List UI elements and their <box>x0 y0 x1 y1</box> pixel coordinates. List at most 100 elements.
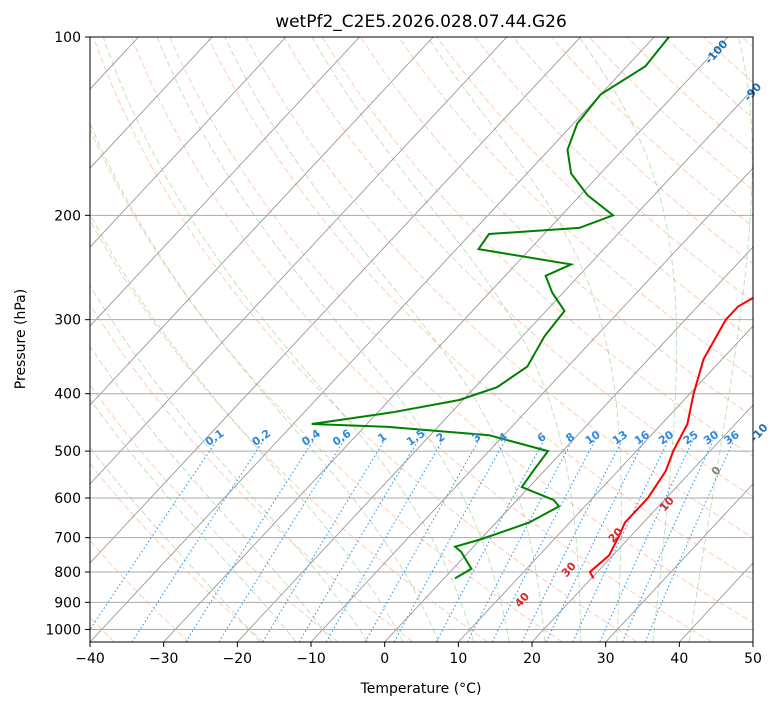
x-tick-label: 0 <box>380 651 389 667</box>
isotherm <box>90 37 213 169</box>
mixing-ratio-label: 16 <box>632 428 652 448</box>
dry-adiabat <box>169 37 753 624</box>
grid-layer <box>0 37 753 642</box>
isotherm <box>458 325 753 642</box>
dry-adiabat <box>90 303 414 642</box>
dry-adiabat <box>741 37 753 48</box>
moist-adiabat <box>90 446 261 642</box>
isotherm <box>531 404 753 642</box>
mixing-ratio-line <box>364 440 480 642</box>
moist-adiabat <box>90 121 439 642</box>
moist-adiabat <box>427 37 622 642</box>
isotherm <box>90 37 287 248</box>
y-tick-label: 1000 <box>45 622 81 638</box>
mixing-ratio-label: 6 <box>535 430 549 445</box>
moist-adiabat <box>102 37 475 642</box>
tick-layer: −40 −30 −20 −10 0 10 20 30 40 5010020030040050060… <box>45 30 762 667</box>
x-axis-label: Temperature (°C) <box>360 681 482 697</box>
dry-adiabat-label: -100 <box>702 37 730 66</box>
temperature-line <box>588 296 753 579</box>
mixing-ratio-line <box>393 440 506 642</box>
mixing-ratio-line <box>298 440 419 642</box>
moist-adiabat <box>578 37 678 642</box>
dry-adiabat-label: 40 <box>512 590 532 610</box>
dry-adiabat <box>665 37 753 119</box>
isotherm <box>384 246 753 642</box>
mixing-ratio-label: 0.2 <box>250 427 273 449</box>
moist-adiabat <box>90 398 297 642</box>
y-tick-label: 800 <box>54 565 81 581</box>
mixing-ratio-label: 1 <box>375 430 389 445</box>
mixing-ratio-line <box>545 440 645 642</box>
isotherm <box>163 37 729 642</box>
mixing-ratio-label: 0.6 <box>330 427 354 449</box>
mixing-ratio-line <box>218 440 345 642</box>
x-tick-label: −40 <box>75 651 105 667</box>
mixing-ratio-line <box>90 440 218 631</box>
mixing-ratio-line <box>621 440 714 642</box>
y-axis-label: Pressure (hPa) <box>13 289 29 389</box>
dry-adiabat <box>207 37 753 581</box>
mixing-ratio-line <box>325 440 444 642</box>
mixing-ratio-line <box>644 440 735 642</box>
mixing-ratio-line <box>521 440 623 642</box>
dry-adiabat <box>512 37 753 265</box>
x-tick-label: −20 <box>223 651 253 667</box>
dry-adiabat <box>90 128 563 642</box>
isotherm <box>90 37 360 327</box>
x-tick-label: 20 <box>523 651 541 667</box>
dry-adiabat <box>131 37 712 642</box>
annotation-layer: 0.1 0.2 0.4 0.6 1 1.5 2 3 4 6 8 10 13 16 20 25 30 36-100-… <box>203 37 771 610</box>
moist-adiabat <box>224 37 546 642</box>
y-tick-label: 100 <box>54 30 81 46</box>
plot-frame <box>89 36 754 643</box>
y-tick-label: 300 <box>54 313 81 329</box>
mixing-ratio-label: 0.4 <box>299 427 323 449</box>
mixing-ratio-line <box>467 440 573 642</box>
mixing-ratio-line <box>599 440 694 642</box>
mixing-ratio-label: 10 <box>583 428 603 448</box>
x-tick-label: 50 <box>744 651 762 667</box>
moist-adiabat <box>90 212 404 642</box>
dry-adiabat <box>90 219 488 642</box>
mixing-ratio-line <box>131 440 264 642</box>
isotherm <box>0 37 65 642</box>
y-tick-label: 500 <box>54 444 81 460</box>
isotherm <box>679 562 753 642</box>
isotherm <box>90 37 655 642</box>
mixing-ratio-label: 36 <box>722 428 742 448</box>
dry-adiabat <box>398 37 753 379</box>
y-tick-label: 600 <box>54 491 81 507</box>
mixing-ratio-label: 13 <box>610 428 630 447</box>
moist-adiabat <box>688 37 753 642</box>
isotherm <box>90 37 508 485</box>
y-tick-label: 400 <box>54 387 81 403</box>
isotherm <box>90 37 581 564</box>
mixing-ratio-line <box>262 440 385 642</box>
moist-adiabat <box>90 345 333 642</box>
mixing-ratio-label: 30 <box>701 428 721 448</box>
y-tick-label: 200 <box>54 208 81 224</box>
moist-adiabat <box>90 284 369 642</box>
x-tick-label: −10 <box>296 651 326 667</box>
isotherm <box>90 37 434 406</box>
mixing-ratio-line <box>185 440 314 642</box>
dry-adiabat <box>321 37 753 457</box>
mixing-ratio-line <box>491 440 596 642</box>
dry-adiabat <box>283 37 753 498</box>
dry-adiabat <box>360 37 753 418</box>
dry-adiabat <box>245 37 753 539</box>
dry-adiabat-label: -10 <box>748 421 771 445</box>
dewpoint-line <box>311 37 670 580</box>
x-tick-label: 40 <box>670 651 688 667</box>
chart-title: wetPf2_C2E5.2026.028.07.44.G26 <box>275 12 567 32</box>
isotherm <box>605 483 753 642</box>
dry-adiabat <box>90 462 264 642</box>
dry-adiabat <box>627 37 753 155</box>
mixing-ratio-label: 4 <box>496 430 510 445</box>
dry-adiabat <box>550 37 753 228</box>
isotherm <box>310 167 753 642</box>
series-layer <box>311 37 753 580</box>
x-tick-label: 30 <box>597 651 615 667</box>
